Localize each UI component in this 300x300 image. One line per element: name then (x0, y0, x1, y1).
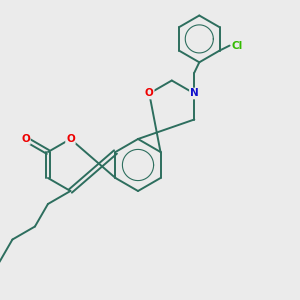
Text: N: N (190, 88, 199, 98)
Text: O: O (66, 134, 75, 144)
Text: O: O (21, 134, 30, 144)
Text: O: O (145, 88, 154, 98)
Text: Cl: Cl (232, 40, 243, 51)
